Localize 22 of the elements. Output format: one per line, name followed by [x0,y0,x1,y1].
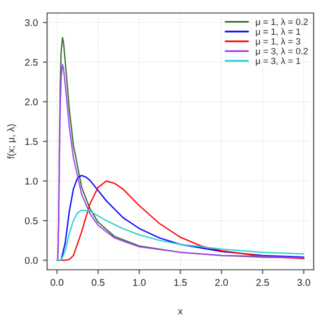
y-tick-label: 3.0 [24,19,38,26]
y-axis-title: f(x; μ, λ) [7,124,16,159]
x-tick-label: 3.0 [297,279,310,286]
x-tick-label: 1.0 [133,279,146,286]
legend-label: μ = 1, λ = 3 [256,38,300,46]
y-tick-label: 1.0 [25,178,38,185]
x-axis-title: x [178,309,183,314]
y-tick-label: 0.0 [24,256,38,264]
y-tick-label: 0.5 [24,217,38,224]
y-tick-label: 1.5 [25,138,38,145]
x-tick-label: 0.5 [92,279,104,286]
x-tick-label: 1.5 [174,279,187,286]
y-tick-label: 2.0 [25,98,38,106]
legend-label: μ = 3, λ = 0.2 [256,48,308,56]
legend-label: μ = 3, λ = 1 [256,57,300,66]
legend-label: μ = 1, λ = 0.2 [256,18,308,27]
x-tick-label: 0.0 [50,279,64,286]
y-tick-label: 2.5 [25,58,38,66]
legend-label: μ = 1, λ = 1 [256,28,300,36]
x-tick-label: 2.0 [215,279,228,286]
x-tick-label: 2.5 [256,279,269,286]
line-series [56,210,304,261]
